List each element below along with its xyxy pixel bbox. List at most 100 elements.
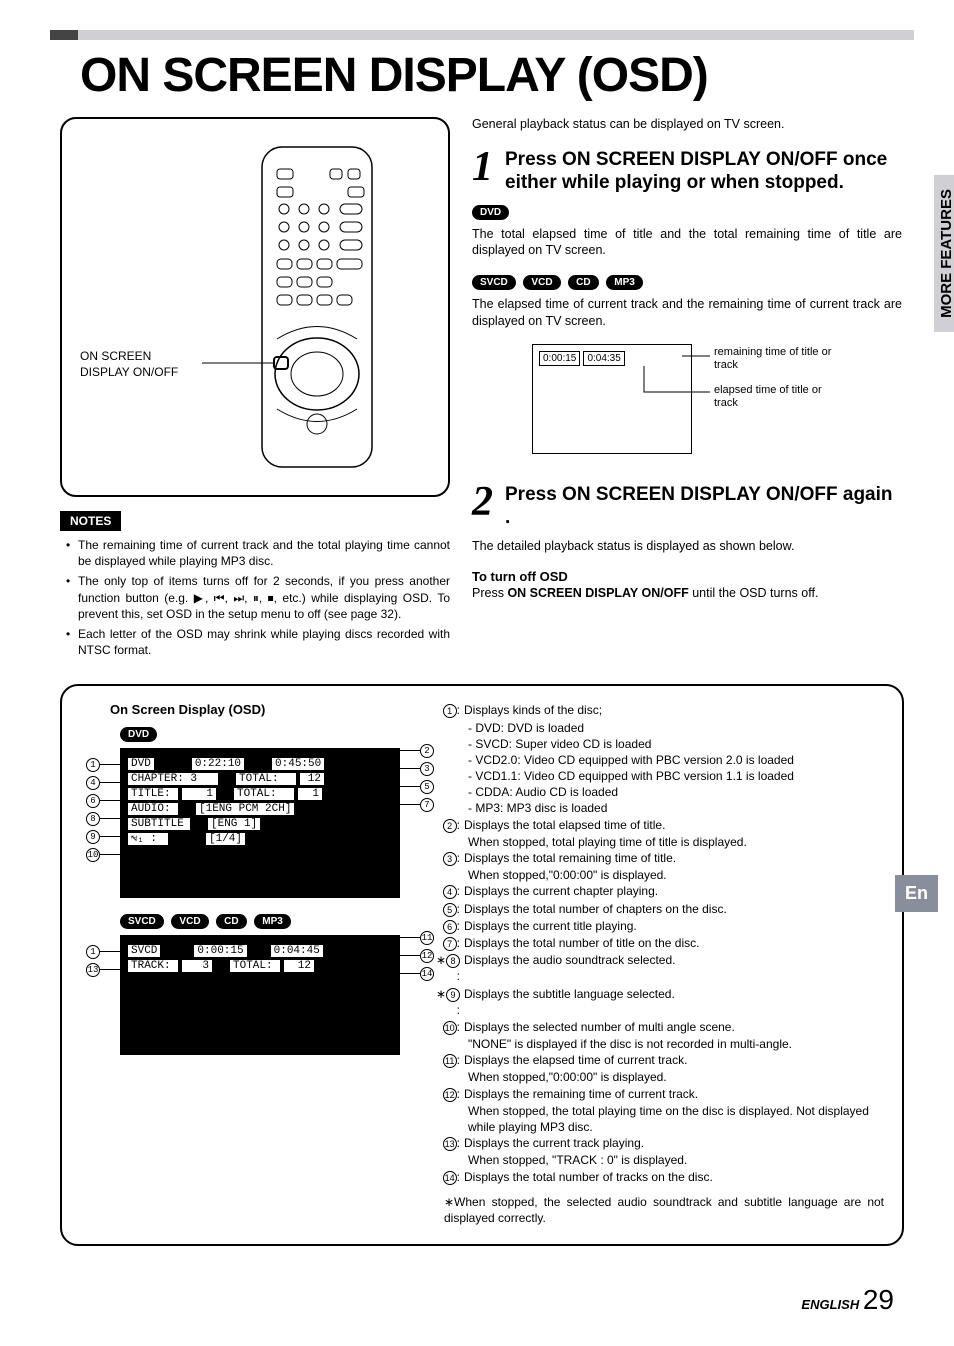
time-annot-elapsed: elapsed time of title or track [714, 384, 834, 410]
dvd-r3c1: TITLE: [128, 788, 178, 800]
dvd-r3c4: 1 [298, 788, 322, 800]
svcd-r2c4: 12 [284, 960, 314, 972]
callout-10: 10 [86, 848, 100, 862]
legend-3: Displays the total remaining time of tit… [464, 850, 884, 866]
badge-dvd: DVD [472, 205, 509, 220]
dvd-r4c1: AUDIO: [128, 803, 178, 815]
notes-item: The remaining time of current track and … [70, 537, 450, 569]
svcd-r2c3: TOTAL: [230, 960, 280, 972]
dvd-r1c2: 0:22:10 [192, 758, 244, 770]
callout-1: 1 [86, 758, 100, 772]
svcd-r1c1: SVCD [128, 945, 160, 957]
notes-item: The only top of items turns off for 2 se… [70, 573, 450, 622]
callout-4: 4 [86, 776, 100, 790]
notes-item: Each letter of the OSD may shrink while … [70, 626, 450, 658]
en-box: En [895, 875, 938, 912]
svcd-r1c2: 0:00:15 [194, 945, 246, 957]
legend-13s: When stopped, "TRACK : 0" is displayed. [434, 1152, 884, 1168]
callout-2: 2 [420, 744, 434, 758]
dvd-r5c2: [ENG 1] [208, 818, 260, 830]
footer-page: 29 [863, 1284, 894, 1315]
legend-6: Displays the current title playing. [464, 918, 884, 934]
time-annot-remaining: remaining time of title or track [714, 346, 834, 372]
remote-svg [202, 139, 402, 479]
legend-8: Displays the audio soundtrack selected. [464, 952, 884, 984]
badge-vcd-osd: VCD [171, 914, 208, 929]
badge-dvd-osd: DVD [120, 727, 157, 742]
legend-1d: - VCD1.1: Video CD equipped with PBC ver… [434, 768, 884, 784]
callout-7: 7 [420, 798, 434, 812]
dvd-r2c3: 12 [300, 773, 324, 785]
legend-2s: When stopped, total playing time of titl… [434, 834, 884, 850]
remote-label: ON SCREEN DISPLAY ON/OFF [80, 349, 178, 380]
dvd-text: The total elapsed time of title and the … [472, 226, 902, 260]
dvd-r3c3: TOTAL: [234, 788, 294, 800]
dvd-r1c1: DVD [128, 758, 154, 770]
legend-12s: When stopped, the total playing time on … [434, 1103, 884, 1135]
step-1-text: Press ON SCREEN DISPLAY ON/OFF once eith… [505, 149, 902, 195]
callout-11b: 11 [420, 931, 434, 945]
callout-5: 5 [420, 780, 434, 794]
legend-11: Displays the elapsed time of current tra… [464, 1052, 884, 1068]
intro-text: General playback status can be displayed… [472, 117, 902, 131]
remote-illustration: ON SCREEN DISPLAY ON/OFF [60, 117, 450, 497]
notes-list: The remaining time of current track and … [60, 537, 450, 658]
step-2: 2 Press ON SCREEN DISPLAY ON/OFF again . [472, 484, 902, 530]
badge-mp3: MP3 [606, 275, 643, 290]
remote-label-line1: ON SCREEN [80, 349, 151, 363]
turnoff-text-c: until the OSD turns off. [689, 586, 819, 600]
legend-7: Displays the total number of title on th… [464, 935, 884, 951]
dvd-r1c3: 0:45:50 [272, 758, 324, 770]
callout-1b: 1 [86, 945, 100, 959]
legend-1a: - DVD: DVD is loaded [434, 720, 884, 736]
legend-note: ∗When stopped, the selected audio soundt… [434, 1194, 884, 1226]
legend-10s: "NONE" is displayed if the disc is not r… [434, 1036, 884, 1052]
turnoff-text: Press ON SCREEN DISPLAY ON/OFF until the… [472, 586, 902, 600]
callout-13b: 13 [86, 963, 100, 977]
header-bar [50, 30, 914, 40]
badge-cd-osd: CD [216, 914, 246, 929]
legend-5: Displays the total number of chapters on… [464, 901, 884, 917]
badge-svcd: SVCD [472, 275, 516, 290]
legend-12: Displays the remaining time of current t… [464, 1086, 884, 1102]
callout-14b: 14 [420, 967, 434, 981]
callout-8: 8 [86, 812, 100, 826]
step-2-number: 2 [472, 484, 493, 530]
dvd-r2c1: CHAPTER: 3 [128, 773, 218, 785]
legend-14: Displays the total number of tracks on t… [464, 1169, 884, 1185]
step-2-text: Press ON SCREEN DISPLAY ON/OFF again . [505, 484, 902, 530]
badge-svcd-osd: SVCD [120, 914, 164, 929]
svcd-text: The elapsed time of current track and th… [472, 296, 902, 330]
svcd-r2c2: 3 [182, 960, 212, 972]
detail-text: The detailed playback status is displaye… [472, 538, 902, 555]
legend-1b: - SVCD: Super video CD is loaded [434, 736, 884, 752]
legend-1: Displays kinds of the disc; [464, 702, 884, 718]
callout-3: 3 [420, 762, 434, 776]
legend-1e: - CDDA: Audio CD is loaded [434, 784, 884, 800]
legend-9: Displays the subtitle language selected. [464, 986, 884, 1018]
osd-section: On Screen Display (OSD) DVD 1 4 6 8 9 10… [60, 684, 904, 1246]
dvd-r6c2: [1/4] [206, 833, 245, 845]
step-1: 1 Press ON SCREEN DISPLAY ON/OFF once ei… [472, 149, 902, 195]
legend-10: Displays the selected number of multi an… [464, 1019, 884, 1035]
dvd-r5c1: SUBTITLE [128, 818, 190, 830]
legend-1f: - MP3: MP3 disc is loaded [434, 800, 884, 816]
dvd-r6c1: ⦭₁ : [128, 833, 168, 845]
legend-4: Displays the current chapter playing. [464, 883, 884, 899]
svcd-r2c1: TRACK: [128, 960, 178, 972]
badge-cd: CD [568, 275, 598, 290]
footer: ENGLISH 29 [801, 1284, 894, 1316]
dvd-r4c2: [1ENG PCM 2CH] [196, 803, 294, 815]
osd-legend: 1:Displays kinds of the disc; - DVD: DVD… [434, 702, 884, 1226]
step-1-number: 1 [472, 149, 493, 195]
page-title: ON SCREEN DISPLAY (OSD) [80, 48, 904, 103]
osd-svcd-screen: 1 13 11 12 14 SVCD0:00:150:04:45 TRACK:3… [120, 935, 400, 1055]
legend-2: Displays the total elapsed time of title… [464, 817, 884, 833]
footer-lang: ENGLISH [801, 1297, 859, 1312]
dvd-r2c2: TOTAL: [236, 773, 296, 785]
dvd-r3c2: 1 [182, 788, 216, 800]
turnoff-text-b: ON SCREEN DISPLAY ON/OFF [507, 586, 688, 600]
svcd-r1c3: 0:04:45 [271, 945, 323, 957]
turnoff-text-a: Press [472, 586, 507, 600]
legend-3s: When stopped,"0:00:00" is displayed. [434, 867, 884, 883]
